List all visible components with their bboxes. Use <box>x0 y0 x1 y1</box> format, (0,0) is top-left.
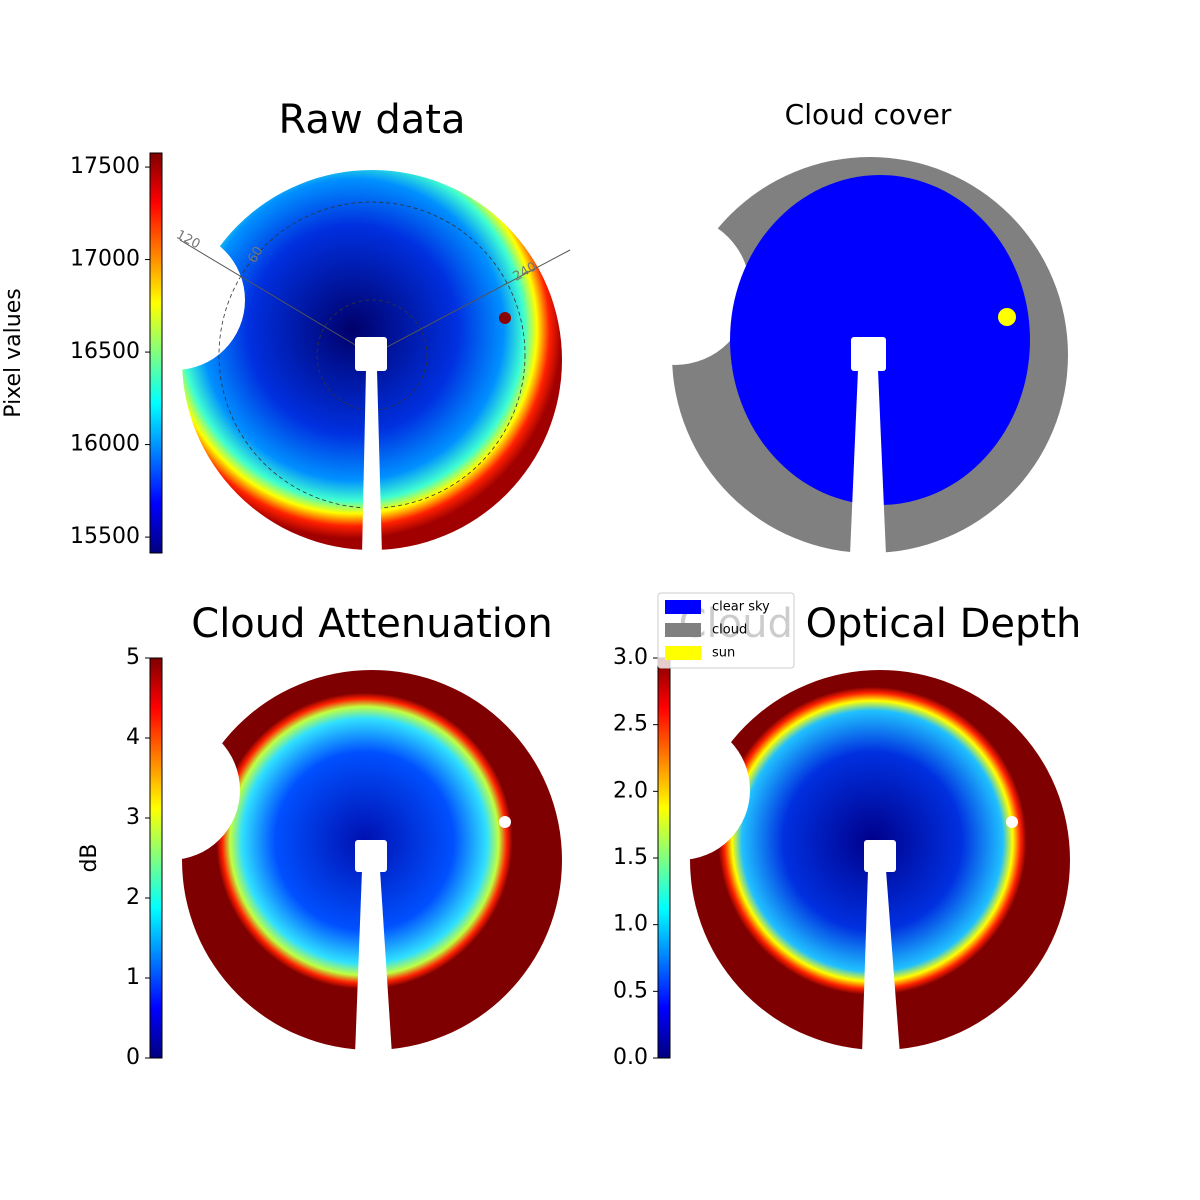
colorbar-tick-label: 0.0 <box>613 1045 648 1070</box>
panel-title: Cloud Attenuation <box>191 601 552 647</box>
colorbar-tick-label: 2 <box>126 885 140 910</box>
colorbar-tick-label: 3.0 <box>613 645 648 670</box>
colorbar-tick-label: 5 <box>126 645 140 670</box>
legend-swatch <box>665 646 701 660</box>
colorbar-tick-label: 15500 <box>70 524 140 549</box>
colorbar-tick-label: 1.0 <box>613 912 648 937</box>
legend-swatch <box>665 623 701 637</box>
colorbar-tick-label: 17000 <box>70 247 140 272</box>
colorbar-tick-label: 16500 <box>70 339 140 364</box>
legend-label: sun <box>712 646 735 661</box>
colorbar-tick-label: 17500 <box>70 154 140 179</box>
colorbar-tick-label: 1 <box>126 965 140 990</box>
colorbar-label: dB <box>77 843 102 872</box>
colorbar-tick-label: 2.0 <box>613 778 648 803</box>
colorbar <box>149 152 163 554</box>
legend-label: clear sky <box>712 600 770 615</box>
colorbar-tick-label: 0.5 <box>613 978 648 1003</box>
optical-depth-image <box>610 670 1070 1055</box>
attenuation-image <box>100 670 562 1055</box>
polar-label: 60 <box>245 244 266 266</box>
colorbar-label: Pixel values <box>1 288 26 417</box>
colorbar-tick-label: 4 <box>126 725 140 750</box>
panel-title: Raw data <box>279 97 466 143</box>
colorbar <box>657 657 671 1059</box>
panel-title: Cloud cover <box>785 98 952 131</box>
colorbar-tick-label: 16000 <box>70 432 140 457</box>
legend-swatch <box>665 600 701 614</box>
cloud-image <box>600 157 1068 555</box>
colorbar-tick-label: 0 <box>126 1045 140 1070</box>
raw-image <box>105 170 571 555</box>
colorbar-tick-label: 1.5 <box>613 845 648 870</box>
colorbar-tick-label: 3 <box>126 805 140 830</box>
colorbar <box>149 657 163 1059</box>
legend-label: cloud <box>712 623 747 638</box>
colorbar-tick-label: 2.5 <box>613 712 648 737</box>
